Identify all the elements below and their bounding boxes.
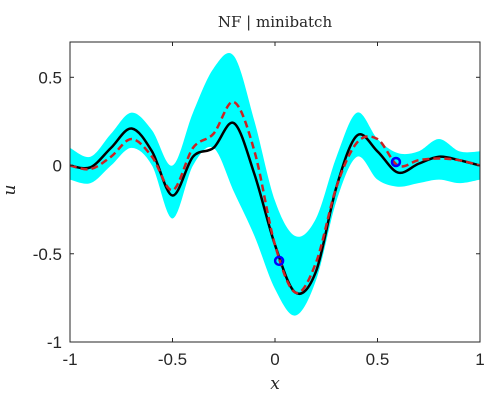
x-axis-label: x [270,374,280,394]
data-point-marker [273,255,285,267]
x-tick-label: 1 [475,350,484,369]
y-tick-label: 0 [53,157,62,176]
y-tick-label: 0.5 [38,68,62,87]
x-tick-label: 0 [270,350,279,369]
y-tick-label: -0.5 [33,245,62,264]
plot-area [69,53,481,316]
confidence-band [70,53,480,316]
series-line-dashed [69,100,481,295]
y-tick-label: -1 [47,333,62,352]
x-tick-label: 0.5 [366,350,390,369]
x-tick-label: -1 [62,350,77,369]
y-axis-label: u [0,185,20,196]
axes-box [69,41,481,343]
chart-title: NF | minibatch [218,13,333,31]
x-tick-label: -0.5 [158,350,187,369]
data-point-marker [390,156,402,168]
ticks: -1 -0.5 0 0.5 1 -1 -0.5 0 0.5 [33,42,485,369]
